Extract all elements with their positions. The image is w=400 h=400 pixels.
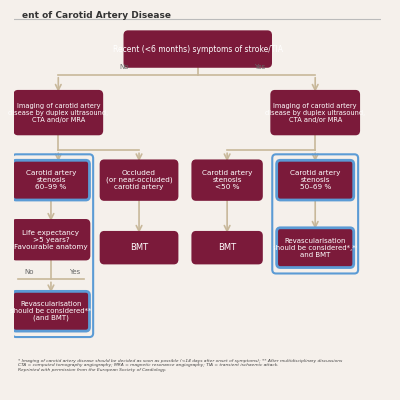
FancyBboxPatch shape (124, 31, 271, 67)
Text: BMT: BMT (130, 243, 148, 252)
FancyBboxPatch shape (100, 160, 178, 200)
Text: Carotid artery
stenosis
60–99 %: Carotid artery stenosis 60–99 % (26, 170, 76, 190)
Text: No: No (120, 64, 129, 70)
FancyBboxPatch shape (12, 291, 90, 331)
Text: Carotid artery
stenosis
50–69 %: Carotid artery stenosis 50–69 % (290, 170, 340, 190)
FancyBboxPatch shape (100, 232, 178, 264)
FancyBboxPatch shape (271, 91, 359, 134)
FancyBboxPatch shape (277, 160, 354, 200)
FancyBboxPatch shape (277, 228, 354, 268)
Text: No: No (24, 270, 34, 276)
Text: Recent (<6 months) symptoms of stroke/TIA: Recent (<6 months) symptoms of stroke/TI… (113, 44, 283, 54)
Text: Life expectancy
>5 years?
Favourable anatomy: Life expectancy >5 years? Favourable ana… (14, 230, 88, 250)
Text: Yes: Yes (69, 270, 80, 276)
FancyBboxPatch shape (12, 220, 90, 260)
FancyBboxPatch shape (12, 160, 90, 200)
Text: Yes: Yes (254, 64, 266, 70)
Text: Imaging of carotid artery
disease by duplex ultrasound,
CTA and/or MRA: Imaging of carotid artery disease by dup… (265, 103, 365, 123)
FancyBboxPatch shape (14, 91, 102, 134)
Text: Revascularisation
should be considered*,**
and BMT: Revascularisation should be considered*,… (272, 238, 359, 258)
Text: ent of Carotid Artery Disease: ent of Carotid Artery Disease (22, 11, 170, 20)
Text: BMT: BMT (218, 243, 236, 252)
FancyBboxPatch shape (192, 160, 262, 200)
Text: * Imaging of carotid artery disease should be decided as soon as possible (<14 d: * Imaging of carotid artery disease shou… (18, 359, 342, 372)
Text: Revascularisation
should be considered**
(and BMT): Revascularisation should be considered**… (10, 301, 92, 322)
FancyBboxPatch shape (192, 232, 262, 264)
Text: Imaging of carotid artery
disease by duplex ultrasound,
CTA and/or MRA: Imaging of carotid artery disease by dup… (8, 103, 108, 123)
Text: Occluded
(or near-occluded)
carotid artery: Occluded (or near-occluded) carotid arte… (106, 170, 172, 190)
Text: Carotid artery
stenosis
<50 %: Carotid artery stenosis <50 % (202, 170, 252, 190)
